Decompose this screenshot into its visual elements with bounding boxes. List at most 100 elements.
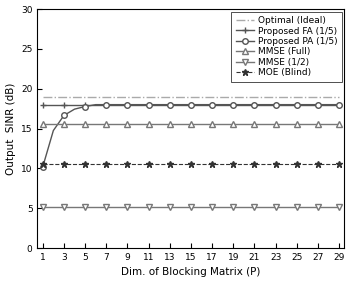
Proposed PA (1/5) [72,108,77,111]
MMSE (Full) [51,122,55,125]
Optimal (Ideal) [231,95,236,98]
MOE (Blind) [51,163,55,166]
MMSE (1/2) [273,206,278,209]
Proposed PA (1/5) [136,103,140,106]
MMSE (Full) [41,122,45,125]
Proposed PA (1/5) [316,103,320,106]
Proposed PA (1/5) [295,103,299,106]
Optimal (Ideal) [136,95,140,98]
MMSE (Full) [178,122,183,125]
Proposed FA (1/5) [316,103,320,106]
Proposed PA (1/5) [104,103,108,106]
MMSE (Full) [284,122,288,125]
MMSE (1/2) [305,206,310,209]
MOE (Blind) [263,163,267,166]
Proposed FA (1/5) [221,103,225,106]
Proposed PA (1/5) [263,103,267,106]
MMSE (Full) [305,122,310,125]
MOE (Blind) [62,163,66,166]
MMSE (Full) [136,122,140,125]
Optimal (Ideal) [104,95,108,98]
Proposed PA (1/5) [199,103,204,106]
MMSE (1/2) [337,206,341,209]
Optimal (Ideal) [316,95,320,98]
Proposed FA (1/5) [305,103,310,106]
MMSE (1/2) [210,206,214,209]
MMSE (1/2) [199,206,204,209]
Proposed PA (1/5) [189,103,193,106]
MMSE (Full) [316,122,320,125]
Optimal (Ideal) [273,95,278,98]
Optimal (Ideal) [284,95,288,98]
Optimal (Ideal) [263,95,267,98]
MOE (Blind) [221,163,225,166]
MMSE (1/2) [146,206,151,209]
Proposed FA (1/5) [146,103,151,106]
Proposed FA (1/5) [157,103,161,106]
MMSE (Full) [326,122,331,125]
Proposed FA (1/5) [210,103,214,106]
MMSE (1/2) [157,206,161,209]
Line: Proposed PA (1/5): Proposed PA (1/5) [40,102,342,170]
MMSE (1/2) [231,206,236,209]
Line: Proposed FA (1/5): Proposed FA (1/5) [39,101,343,108]
MOE (Blind) [231,163,236,166]
Proposed PA (1/5) [125,103,130,106]
Proposed PA (1/5) [210,103,214,106]
Proposed FA (1/5) [231,103,236,106]
Y-axis label: Output  SINR (dB): Output SINR (dB) [6,82,15,175]
Optimal (Ideal) [72,95,77,98]
Proposed FA (1/5) [94,103,98,106]
Proposed PA (1/5) [326,103,331,106]
Proposed FA (1/5) [125,103,130,106]
MOE (Blind) [157,163,161,166]
MMSE (Full) [94,122,98,125]
MOE (Blind) [72,163,77,166]
Line: MOE (Blind): MOE (Blind) [39,161,343,168]
Optimal (Ideal) [62,95,66,98]
Optimal (Ideal) [210,95,214,98]
Proposed FA (1/5) [51,103,55,106]
Proposed FA (1/5) [178,103,183,106]
Proposed FA (1/5) [263,103,267,106]
Proposed FA (1/5) [295,103,299,106]
Proposed PA (1/5) [252,103,257,106]
Proposed PA (1/5) [337,103,341,106]
Optimal (Ideal) [41,95,45,98]
Proposed PA (1/5) [157,103,161,106]
MMSE (Full) [168,122,172,125]
Proposed FA (1/5) [136,103,140,106]
MMSE (1/2) [242,206,246,209]
Proposed FA (1/5) [168,103,172,106]
Optimal (Ideal) [83,95,87,98]
MMSE (1/2) [168,206,172,209]
MMSE (1/2) [189,206,193,209]
MOE (Blind) [146,163,151,166]
MMSE (Full) [242,122,246,125]
Optimal (Ideal) [242,95,246,98]
MOE (Blind) [252,163,257,166]
MMSE (Full) [210,122,214,125]
MMSE (Full) [252,122,257,125]
Proposed FA (1/5) [83,103,87,106]
MMSE (Full) [221,122,225,125]
Proposed PA (1/5) [168,103,172,106]
MMSE (Full) [199,122,204,125]
Optimal (Ideal) [115,95,119,98]
MMSE (1/2) [83,206,87,209]
Proposed FA (1/5) [337,103,341,106]
MOE (Blind) [316,163,320,166]
MMSE (Full) [295,122,299,125]
Proposed PA (1/5) [178,103,183,106]
MOE (Blind) [168,163,172,166]
MMSE (1/2) [263,206,267,209]
MOE (Blind) [104,163,108,166]
Proposed PA (1/5) [41,165,45,168]
Legend: Optimal (Ideal), Proposed FA (1/5), Proposed PA (1/5), MMSE (Full), MMSE (1/2), : Optimal (Ideal), Proposed FA (1/5), Prop… [231,12,342,82]
Proposed PA (1/5) [231,103,236,106]
Proposed FA (1/5) [326,103,331,106]
MMSE (Full) [273,122,278,125]
MMSE (1/2) [104,206,108,209]
Proposed FA (1/5) [242,103,246,106]
MOE (Blind) [199,163,204,166]
